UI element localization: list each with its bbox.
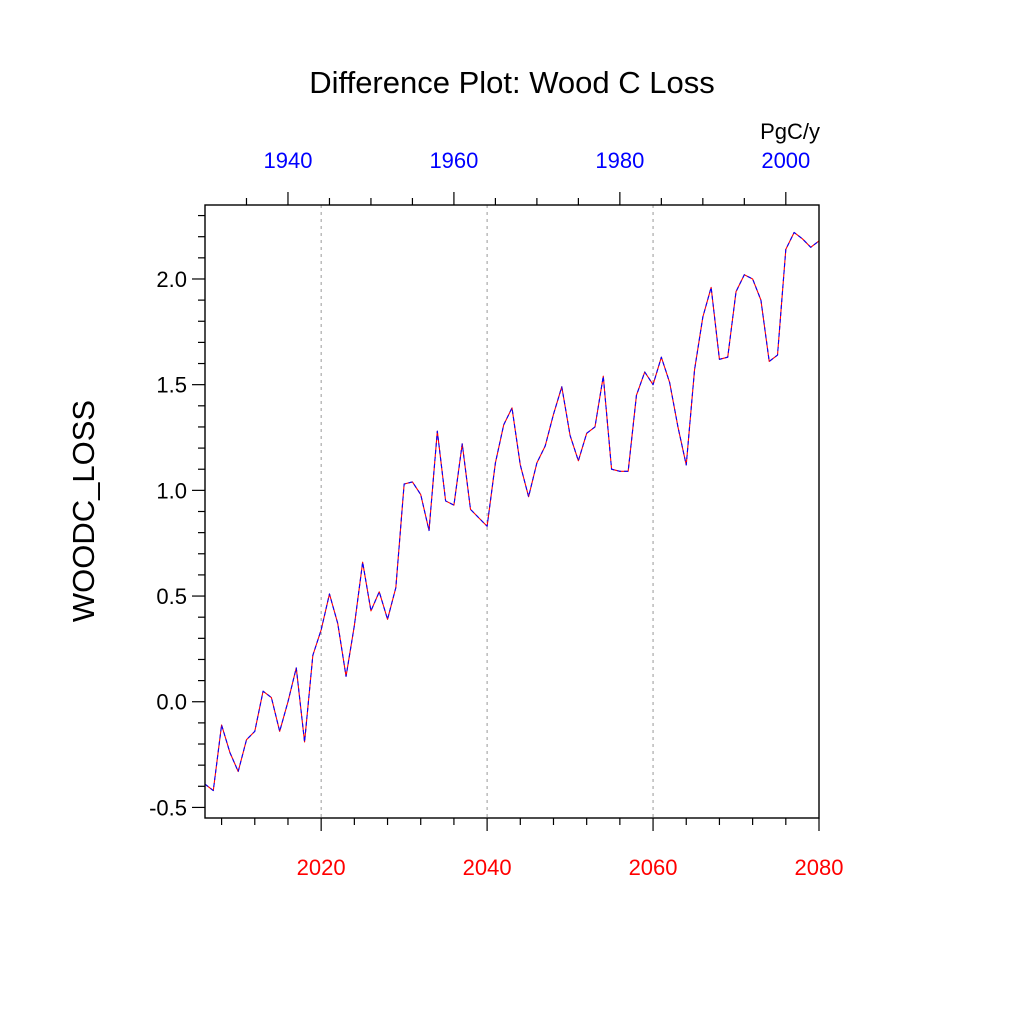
x-top-tick-label: 1960 [429,148,478,173]
gridlines [320,205,654,818]
x-bottom-tick-label: 2040 [463,855,512,880]
y-tick-label: 1.0 [156,478,187,503]
x-top-tick-label: 2000 [761,148,810,173]
chart-title: Difference Plot: Wood C Loss [309,65,715,100]
x-top-tick-label: 1940 [263,148,312,173]
tick-labels: -0.5 0.0 0.5 1.0 1.5 2.0 2020 2040 2060 2080 1940 1… [149,148,843,880]
y-tick-label: 0.5 [156,584,187,609]
x-bottom-tick-label: 2080 [795,855,844,880]
y-tick-label: 1.5 [156,373,187,398]
axis-ticks [192,192,820,831]
series-lines [204,231,820,792]
y-tick-label: 0.0 [156,690,187,715]
series-line-1 [204,231,820,792]
plot-frame [204,204,820,819]
y-tick-label: 2.0 [156,267,187,292]
units-label: PgC/y [760,119,820,144]
x-bottom-tick-label: 2020 [297,855,346,880]
y-axis-label: WOODC_LOSS [66,400,101,622]
series-line-2 [204,231,820,792]
y-tick-label: -0.5 [149,795,187,820]
x-bottom-tick-label: 2060 [629,855,678,880]
x-top-tick-label: 1980 [595,148,644,173]
